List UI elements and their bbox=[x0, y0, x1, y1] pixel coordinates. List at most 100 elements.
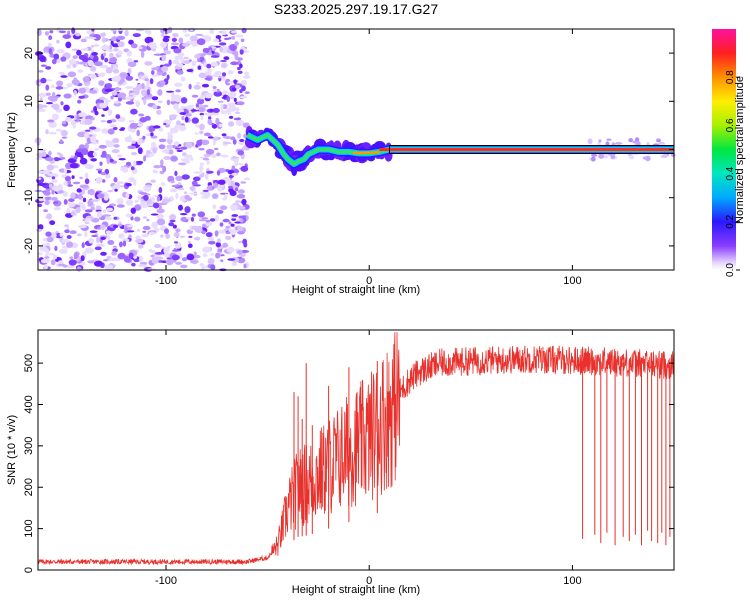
noise-blob bbox=[207, 136, 214, 139]
noise-blob bbox=[138, 244, 144, 249]
noise-blob bbox=[244, 91, 250, 95]
noise-blob bbox=[117, 29, 124, 32]
noise-blob bbox=[49, 96, 58, 102]
noise-blob bbox=[171, 184, 179, 188]
noise-blob bbox=[218, 76, 223, 79]
y-tick-label: 0 bbox=[23, 146, 35, 152]
noise-blob bbox=[179, 235, 186, 238]
noise-blob bbox=[230, 223, 235, 227]
noise-blob bbox=[181, 42, 190, 47]
noise-blob bbox=[100, 32, 105, 38]
noise-blob bbox=[175, 228, 181, 233]
noise-blob bbox=[189, 260, 199, 264]
noise-blob bbox=[152, 104, 158, 110]
noise-blob bbox=[231, 172, 239, 176]
noise-blob bbox=[72, 123, 76, 129]
noise-blob bbox=[160, 234, 164, 238]
noise-blob bbox=[112, 224, 119, 229]
noise-blob bbox=[70, 192, 76, 200]
noise-blob bbox=[85, 163, 94, 170]
noise-blob bbox=[598, 139, 602, 143]
noise-blob bbox=[197, 106, 206, 113]
noise-blob bbox=[199, 94, 204, 100]
noise-blob bbox=[91, 52, 98, 56]
noise-blob bbox=[228, 174, 234, 178]
noise-blob bbox=[222, 242, 228, 248]
noise-blob bbox=[151, 74, 157, 77]
noise-blob bbox=[222, 72, 226, 77]
noise-blob bbox=[180, 76, 186, 82]
noise-blob bbox=[91, 116, 95, 121]
noise-blob bbox=[37, 108, 47, 112]
noise-blob bbox=[124, 97, 133, 100]
x-tick-label: -100 bbox=[155, 575, 177, 587]
noise-blob bbox=[125, 183, 132, 187]
noise-blob bbox=[48, 131, 58, 135]
noise-blob bbox=[129, 92, 136, 96]
noise-blob bbox=[154, 243, 162, 249]
noise-blob bbox=[37, 195, 46, 202]
noise-blob bbox=[215, 242, 221, 248]
noise-blob bbox=[107, 49, 114, 52]
noise-blob bbox=[93, 55, 97, 63]
noise-blob bbox=[49, 220, 56, 226]
noise-blob bbox=[237, 163, 244, 166]
snr-y-ticks: 0 100 200 300 400 500 bbox=[23, 354, 674, 573]
noise-blob bbox=[41, 170, 51, 175]
noise-blob bbox=[230, 136, 236, 141]
x-tick-label: 0 bbox=[366, 575, 372, 587]
noise-blob bbox=[185, 141, 193, 149]
noise-blob bbox=[53, 53, 60, 60]
noise-blob bbox=[150, 179, 156, 183]
noise-blob bbox=[237, 150, 244, 156]
noise-blob bbox=[135, 235, 142, 240]
noise-blob bbox=[197, 57, 201, 63]
noise-blob bbox=[208, 47, 213, 50]
noise-blob bbox=[188, 235, 193, 238]
noise-blob bbox=[175, 261, 183, 265]
noise-blob bbox=[71, 27, 76, 34]
noise-blob bbox=[242, 238, 248, 245]
noise-blob bbox=[48, 121, 57, 128]
noise-blob bbox=[52, 201, 59, 205]
noise-blob bbox=[191, 180, 198, 186]
noise-blob bbox=[235, 200, 241, 203]
noise-blob bbox=[137, 147, 143, 155]
noise-blob bbox=[220, 259, 224, 263]
noise-blob bbox=[67, 158, 77, 164]
noise-blob bbox=[169, 188, 178, 193]
noise-blob bbox=[154, 252, 164, 255]
noise-blob bbox=[118, 233, 125, 239]
noise-blob bbox=[101, 114, 105, 117]
noise-blob bbox=[114, 86, 120, 92]
signal-core-warm bbox=[352, 151, 380, 155]
noise-blob bbox=[66, 207, 71, 214]
noise-blob bbox=[48, 42, 52, 48]
noise-blob bbox=[112, 245, 118, 248]
noise-blob bbox=[221, 30, 227, 36]
noise-blob bbox=[67, 180, 72, 185]
noise-blob bbox=[94, 246, 102, 251]
colorbar-tick-label: 0.0 bbox=[725, 263, 736, 277]
noise-blob bbox=[642, 156, 649, 160]
noise-blob bbox=[93, 43, 100, 48]
heatmap-y-ticks: -20 -10 0 10 20 bbox=[23, 47, 674, 254]
noise-blob bbox=[204, 132, 211, 137]
noise-blob bbox=[94, 148, 100, 151]
noise-blob bbox=[222, 136, 232, 139]
noise-blob bbox=[76, 49, 82, 56]
noise-blob bbox=[202, 52, 207, 56]
noise-blob bbox=[166, 99, 171, 106]
noise-blob bbox=[36, 138, 41, 145]
snr-panel: -100 0 100 0 100 200 300 400 500 Height of stra… bbox=[6, 329, 675, 596]
noise-blob bbox=[69, 256, 74, 260]
noise-blob bbox=[105, 83, 113, 89]
noise-blob bbox=[125, 101, 135, 105]
noise-blob bbox=[208, 240, 216, 245]
noise-blob bbox=[63, 104, 70, 112]
noise-blob bbox=[215, 214, 219, 222]
noise-blob bbox=[73, 252, 79, 259]
noise-blob bbox=[236, 250, 243, 255]
noise-blob bbox=[144, 61, 153, 66]
noise-blob bbox=[105, 67, 113, 74]
